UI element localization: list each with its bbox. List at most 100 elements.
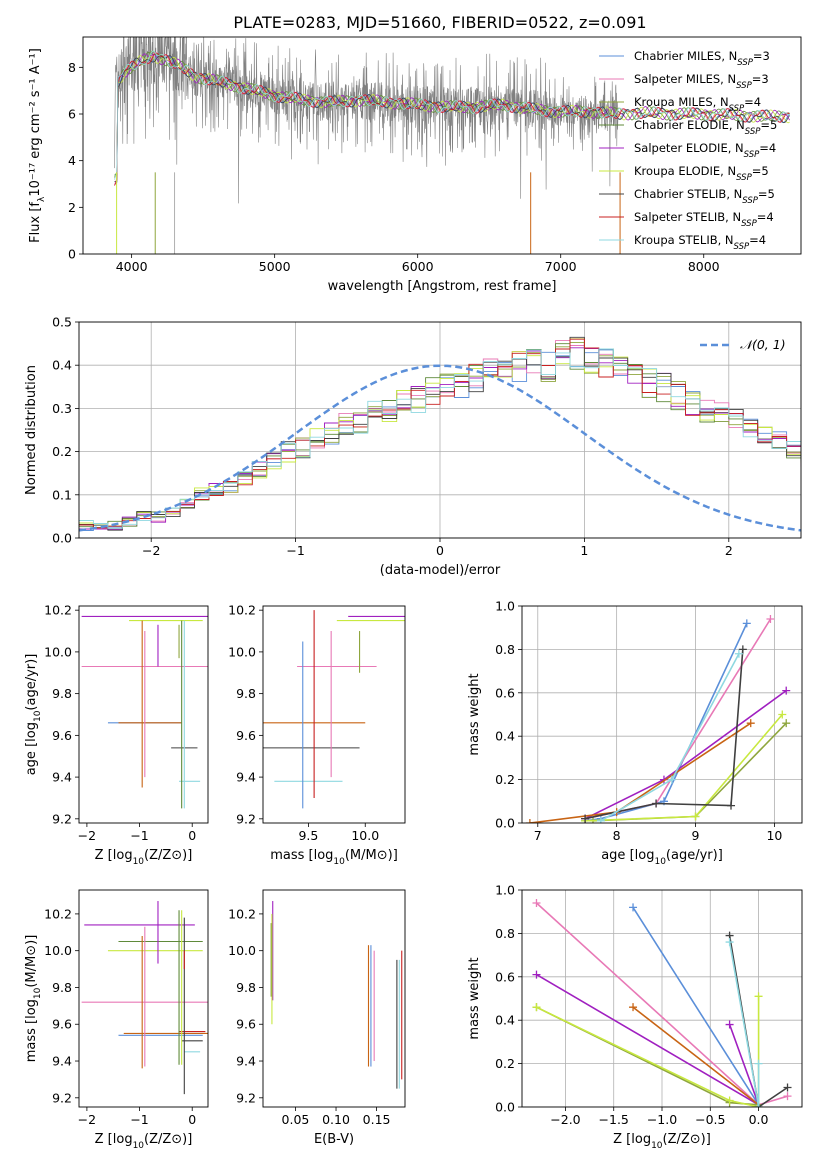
series-marker [766,615,775,624]
series-line [592,722,787,822]
legend-item: Chabrier STELIB, NSSP=5 [599,187,775,206]
mass-weight-series [581,645,747,823]
x-axis-label: Z [log10(Z/Z⊙)] [95,848,193,867]
series-marker [652,799,661,808]
y-axis-label-sub: λ [37,196,47,202]
legend-item: Salpeter MILES, NSSP=3 [599,72,769,91]
series-line [632,906,760,1106]
legend-label-post: =4 [757,210,774,224]
x-tick-label: 0.15 [363,1112,391,1127]
model-spectrum [114,50,790,180]
y-tick-label: 9.2 [236,811,256,826]
x-tick-label: 6000 [402,259,434,274]
y-tick-label: 0.4 [495,729,515,744]
legend-label: Chabrier STELIB, NSSP=5 [634,187,775,206]
series-marker [778,710,787,719]
x-axis-label-post: (age/yr)] [666,848,723,863]
series-marker [746,719,755,728]
series-marker [691,812,700,821]
series-marker [742,619,751,628]
legend-label-pre: Kroupa MILES, N [634,95,729,109]
legend-label-post: =5 [758,187,775,201]
legend-label-sub: SSP [729,104,745,114]
y-tick-label: 9.8 [236,980,256,995]
y-tick-label: 0.2 [495,772,515,787]
x-tick-label: −1.5 [599,1112,629,1127]
y-axis-label: Normed distribution [24,365,39,495]
x-axis-label: mass [log10(M/M⊙)] [270,848,398,867]
y-tick-label: 0.6 [495,685,515,700]
series-line [600,653,740,822]
model-spectrum [114,51,790,176]
series-line [536,1006,759,1106]
legend-label: Kroupa ELODIE, NSSP=5 [634,164,769,183]
model-spectrum [114,52,790,186]
y-tick-label: 0.4 [52,358,72,373]
series-marker [725,938,734,947]
series-line [536,996,760,1107]
series-marker [783,1083,792,1092]
axes-frame [262,605,406,824]
y-tick-label: 9.6 [236,1017,256,1032]
legend-label-post: =4 [759,141,776,155]
y-tick-label: 10.0 [228,644,256,659]
legend-label: Salpeter STELIB, NSSP=4 [634,210,774,229]
series-marker [783,1092,792,1101]
legend-label: Kroupa MILES, NSSP=4 [634,95,761,114]
legend-label-post: =3 [752,72,769,86]
series-marker [738,645,747,654]
x-tick-label: 10 [766,828,782,843]
x-tick-label: 0.05 [282,1112,310,1127]
x-tick-label: 0 [188,1112,196,1127]
chart-age-vs-Z: −2 −1 09.29.49.69.810.010.2Z [log10(Z/Z⊙)]… [24,603,209,867]
y-tick-label: 8 [68,60,76,75]
plot-area [522,606,802,823]
x-tick-label: 2 [725,543,733,558]
legend-item: Chabrier MILES, NSSP=3 [599,49,770,68]
y-tick-label: 10.2 [44,603,72,618]
mass-weight-series [596,649,743,823]
x-tick-label: 0.0 [749,1112,769,1127]
y-tick-label: 9.6 [52,728,72,743]
y-tick-label: 0.0 [52,531,72,546]
series-marker [667,775,676,784]
mass-weight-series [581,710,787,823]
y-tick-label: 10.2 [228,603,256,618]
y-tick-label: 0.4 [495,1013,515,1028]
mass-weight-series [588,719,791,823]
y-tick-label: 9.4 [52,770,72,785]
y-tick-label: 2 [68,200,76,215]
y-tick-label: 10.2 [44,906,72,921]
legend-label: Kroupa STELIB, NSSP=4 [634,233,766,252]
legend-item: Salpeter STELIB, NSSP=4 [599,210,774,229]
y-tick-label: 9.4 [236,1054,256,1069]
series-marker [532,899,541,908]
plot-area [81,615,208,809]
legend-label-post: =4 [749,233,766,247]
y-axis-label: mass [log10(M/M⊙)] [24,935,43,1063]
series-marker [629,1003,638,1012]
x-axis-label: wavelength [Angstrom, rest frame] [328,279,557,294]
series-line [536,973,761,1107]
y-tick-label: 9.2 [52,1090,72,1105]
legend-label-pre: Chabrier STELIB, N [634,187,742,201]
series-marker [532,970,541,979]
y-axis-label-sub: 10 [33,987,43,999]
y-axis-label-pre: mass [log [24,999,39,1062]
y-tick-label: 9.8 [52,980,72,995]
x-tick-label: 7 [534,828,542,843]
x-tick-label: 5000 [259,259,291,274]
x-tick-label: 9.5 [298,828,318,843]
y-tick-label: 6 [68,107,76,122]
series-marker [754,992,763,1001]
legend-label: 𝒩(0, 1) [740,337,786,352]
y-tick-label: 9.8 [52,686,72,701]
axes-frame [262,889,406,1108]
x-tick-label: 10.0 [351,828,379,843]
legend-label-pre: Chabrier ELODIE, N [634,118,745,132]
legend-label-sub: SSP [736,173,752,183]
y-axis-label-post: (M/M⊙)] [24,935,39,988]
y-tick-label: 10.0 [44,943,72,958]
series-marker [581,814,590,823]
